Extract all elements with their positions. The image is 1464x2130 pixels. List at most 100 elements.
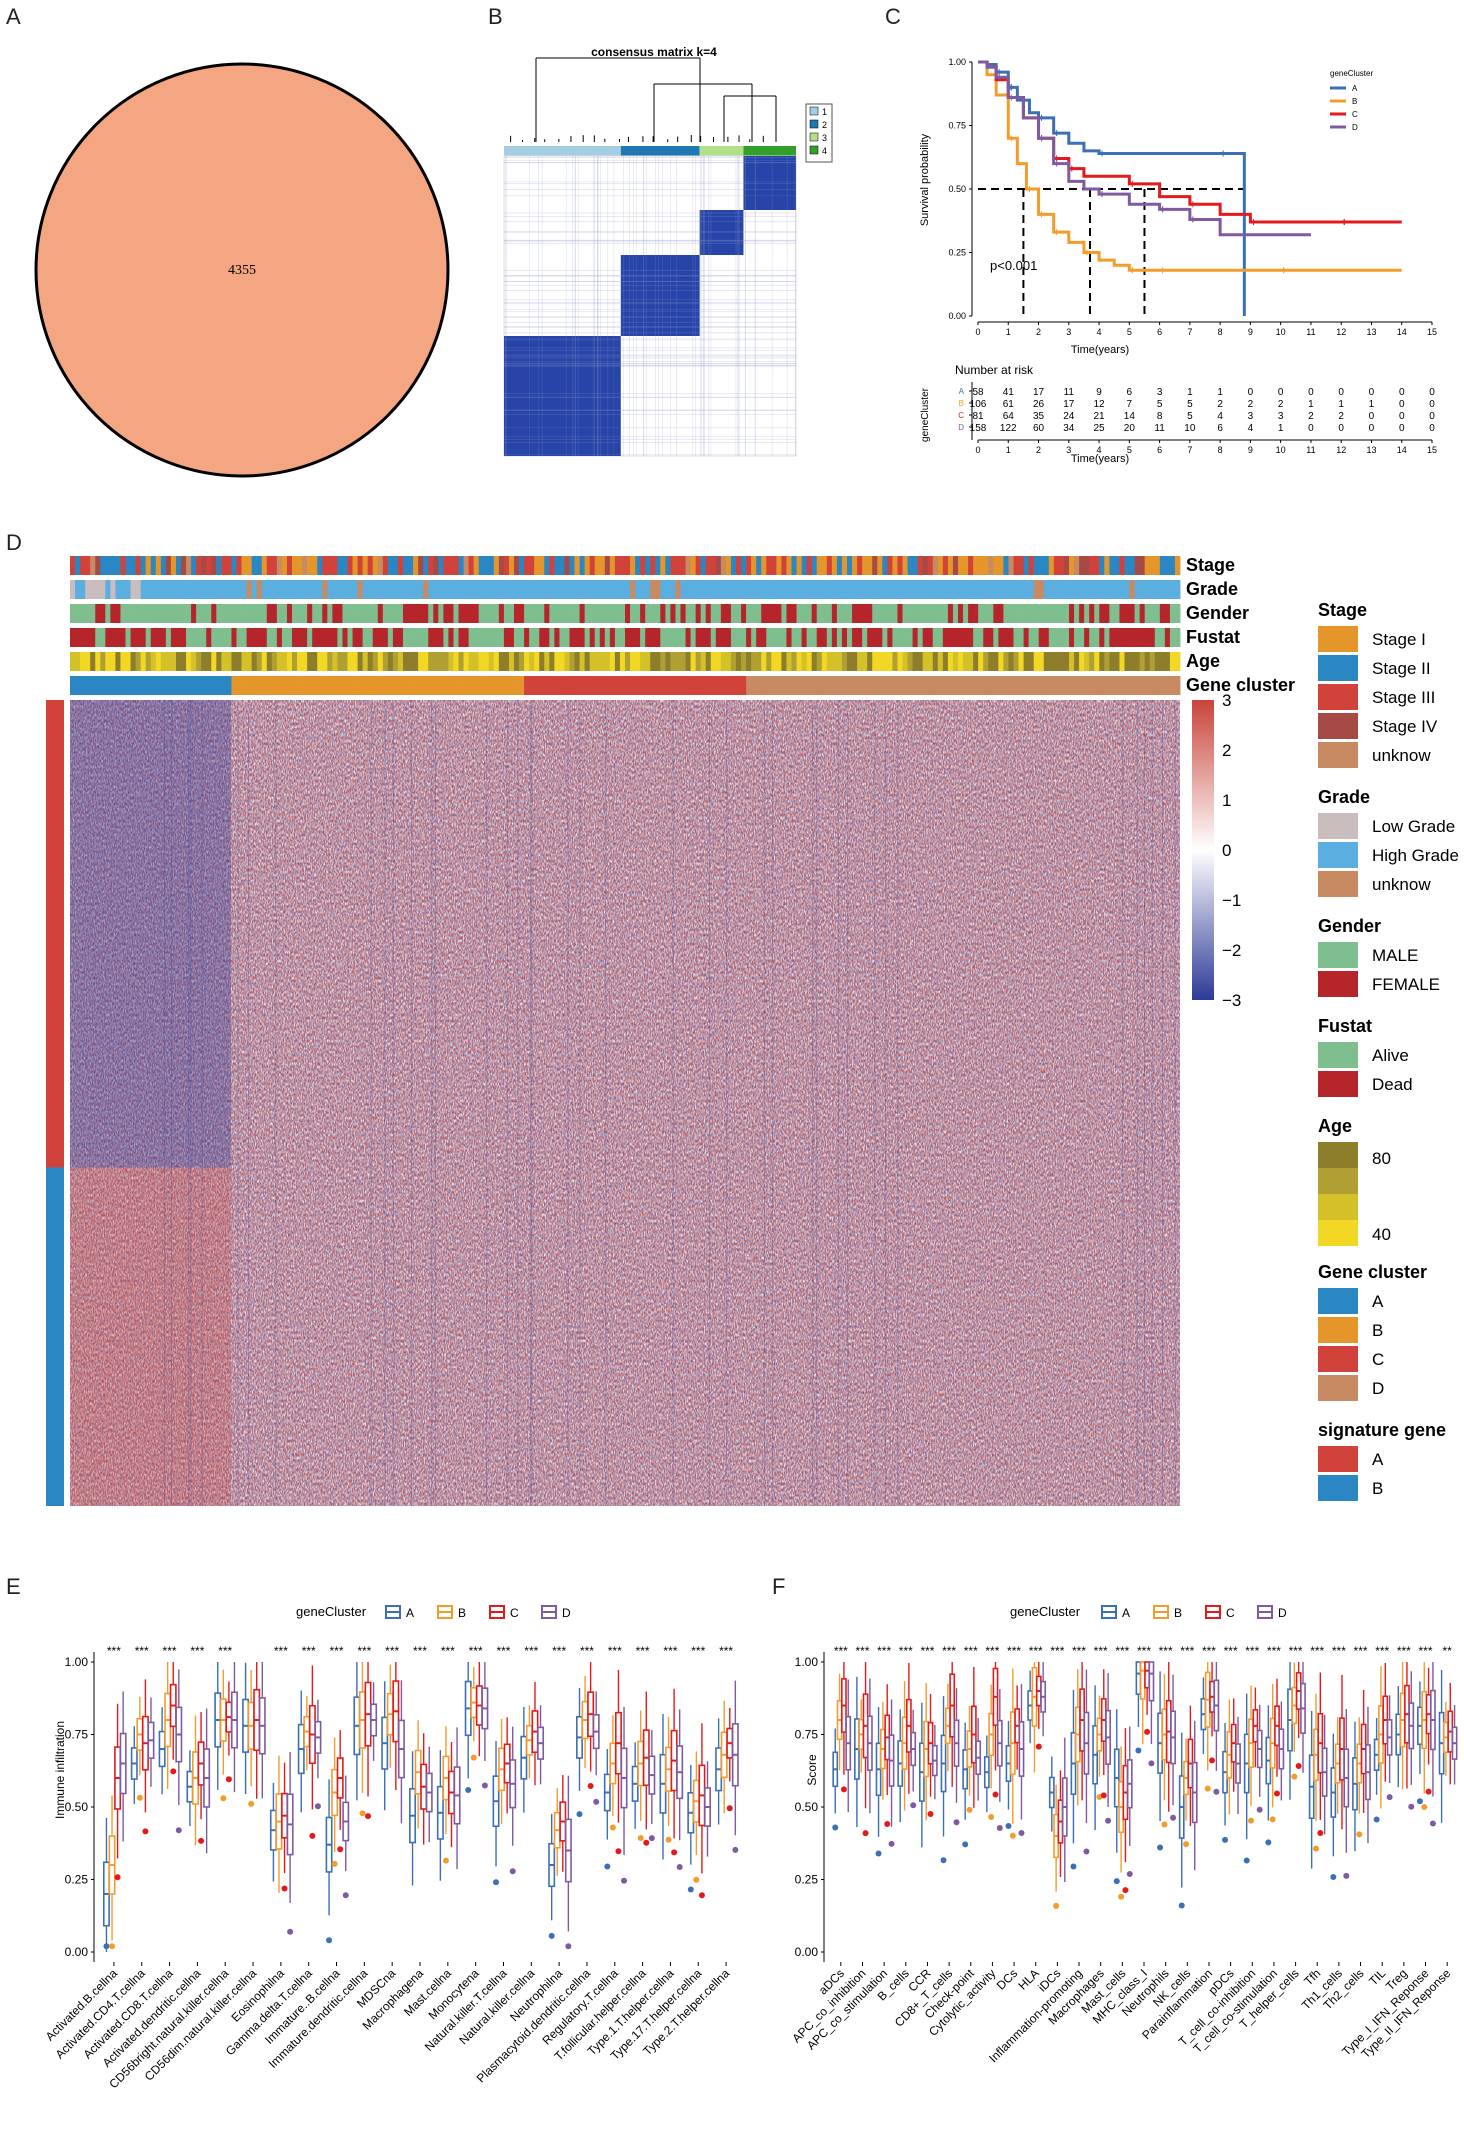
gender-cell [261,604,268,623]
grade-cell [912,580,919,599]
grade-cell [327,580,333,599]
grade-cell [947,580,954,599]
age-cell [1053,652,1060,671]
significance-label: *** [330,1644,344,1658]
stage-cell [1164,556,1171,575]
stage-cell [993,556,999,575]
gene-cluster-cell [1028,676,1035,695]
box-outlier [103,1943,110,1950]
risk-cell: 0 [1338,387,1344,398]
age-cell [226,652,232,671]
grade-cell [1089,580,1095,599]
significance-label: *** [1375,1644,1389,1658]
gene-cluster-cell [201,676,207,695]
gender-cell [574,604,580,623]
grade-cell [529,580,535,599]
stage-cell [776,556,782,575]
box-outlier [1330,1874,1337,1881]
legend-swatch-genecluster [1318,1346,1358,1372]
fustat-cell [625,628,631,647]
age-cell [1043,652,1050,671]
stage-cell [201,556,207,575]
box-outlier [1135,1747,1142,1754]
gender-cell [549,604,555,623]
legend-swatch-gender [1318,942,1358,968]
stage-cell [1028,556,1035,575]
legend-label-genecluster: D [1372,1379,1384,1398]
gender-cell [181,604,187,623]
grade-cell [725,580,732,599]
age-cell [912,652,919,671]
fustat-cell [862,628,868,647]
fustat-cell [564,628,570,647]
age-cell [942,652,949,671]
gene-cluster-cell [463,676,469,695]
fustat-cell [640,628,646,647]
age-cell [630,652,636,671]
stage-cell [261,556,268,575]
gender-cell [741,604,747,623]
age-cell [1048,652,1055,671]
grade-cell [443,580,449,599]
gene-cluster-cell [347,676,353,695]
grade-cell [609,580,616,599]
age-cell [614,652,621,671]
stage-cell [690,556,697,575]
risk-x-tick-label: 13 [1366,445,1376,455]
stage-cell [988,556,994,575]
gender-cell [281,604,288,623]
grade-cell [403,580,409,599]
gender-cell [640,604,646,623]
gene-cluster-cell [852,676,858,695]
gender-cell [665,604,671,623]
gender-cell [292,604,298,623]
stage-cell [751,556,757,575]
grade-cell [80,580,86,599]
gene-cluster-cell [983,676,989,695]
age-cell [887,652,893,671]
age-cell [1003,652,1009,671]
gene-cluster-cell [741,676,747,695]
grade-cell [216,580,222,599]
stage-cell [695,556,702,575]
box-outlier [470,1754,477,1761]
gene-cluster-cell [710,676,717,695]
grade-cell [922,580,929,599]
grade-cell [821,580,828,599]
gender-cell [534,604,540,623]
legend-title-genecluster: Gene cluster [1318,1262,1427,1282]
box-outlier [1295,1763,1302,1770]
box-outlier [840,1786,847,1793]
fustat-cell [1008,628,1014,647]
box-outlier [326,1937,333,1944]
age-cell [872,652,878,671]
age-cell [80,652,86,671]
fustat-cell [155,628,162,647]
age-cell [952,652,959,671]
age-cell [1154,652,1161,671]
box-outlier [609,1824,616,1831]
gene-cluster-cell [1144,676,1151,695]
gene-cluster-cell [473,676,480,695]
gene-cluster-cell [372,676,379,695]
consensus-legend-label: 4 [822,146,827,156]
box-outlier [648,1835,655,1842]
gene-cluster-cell [564,676,570,695]
stage-cell [357,556,364,575]
age-cell [458,652,464,671]
significance-label: *** [1115,1644,1129,1658]
gene-cluster-cell [1048,676,1055,695]
age-cell [503,652,510,671]
gender-cell [170,604,177,623]
fustat-cell [251,628,258,647]
age-cell [428,652,434,671]
stage-cell [80,556,86,575]
age-cell [811,652,818,671]
gender-cell [589,604,596,623]
gender-cell [826,604,833,623]
grade-cell [160,580,167,599]
legend-label-grade: High Grade [1372,846,1459,865]
age-cell [730,652,737,671]
age-cell [655,652,661,671]
